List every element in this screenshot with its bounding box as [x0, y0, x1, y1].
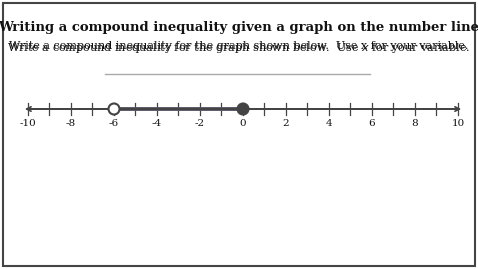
Text: Writing a compound inequality given a graph on the number line: Writing a compound inequality given a gr…: [0, 21, 478, 34]
Text: -4: -4: [152, 119, 162, 128]
Text: -8: -8: [66, 119, 76, 128]
Text: -10: -10: [20, 119, 36, 128]
Text: 10: 10: [451, 119, 465, 128]
Circle shape: [238, 104, 249, 115]
Text: 6: 6: [369, 119, 375, 128]
Text: Write a compound inequality for the graph shown below.  Use $x$ for your variabl: Write a compound inequality for the grap…: [7, 41, 471, 55]
Text: 0: 0: [239, 119, 246, 128]
Text: Write a compound inequality for the graph shown below.  Use x for your variable.: Write a compound inequality for the grap…: [9, 41, 469, 51]
Text: 2: 2: [282, 119, 289, 128]
Text: 8: 8: [412, 119, 418, 128]
Text: -6: -6: [109, 119, 119, 128]
Text: 4: 4: [326, 119, 332, 128]
Text: -2: -2: [195, 119, 205, 128]
Circle shape: [109, 104, 120, 115]
